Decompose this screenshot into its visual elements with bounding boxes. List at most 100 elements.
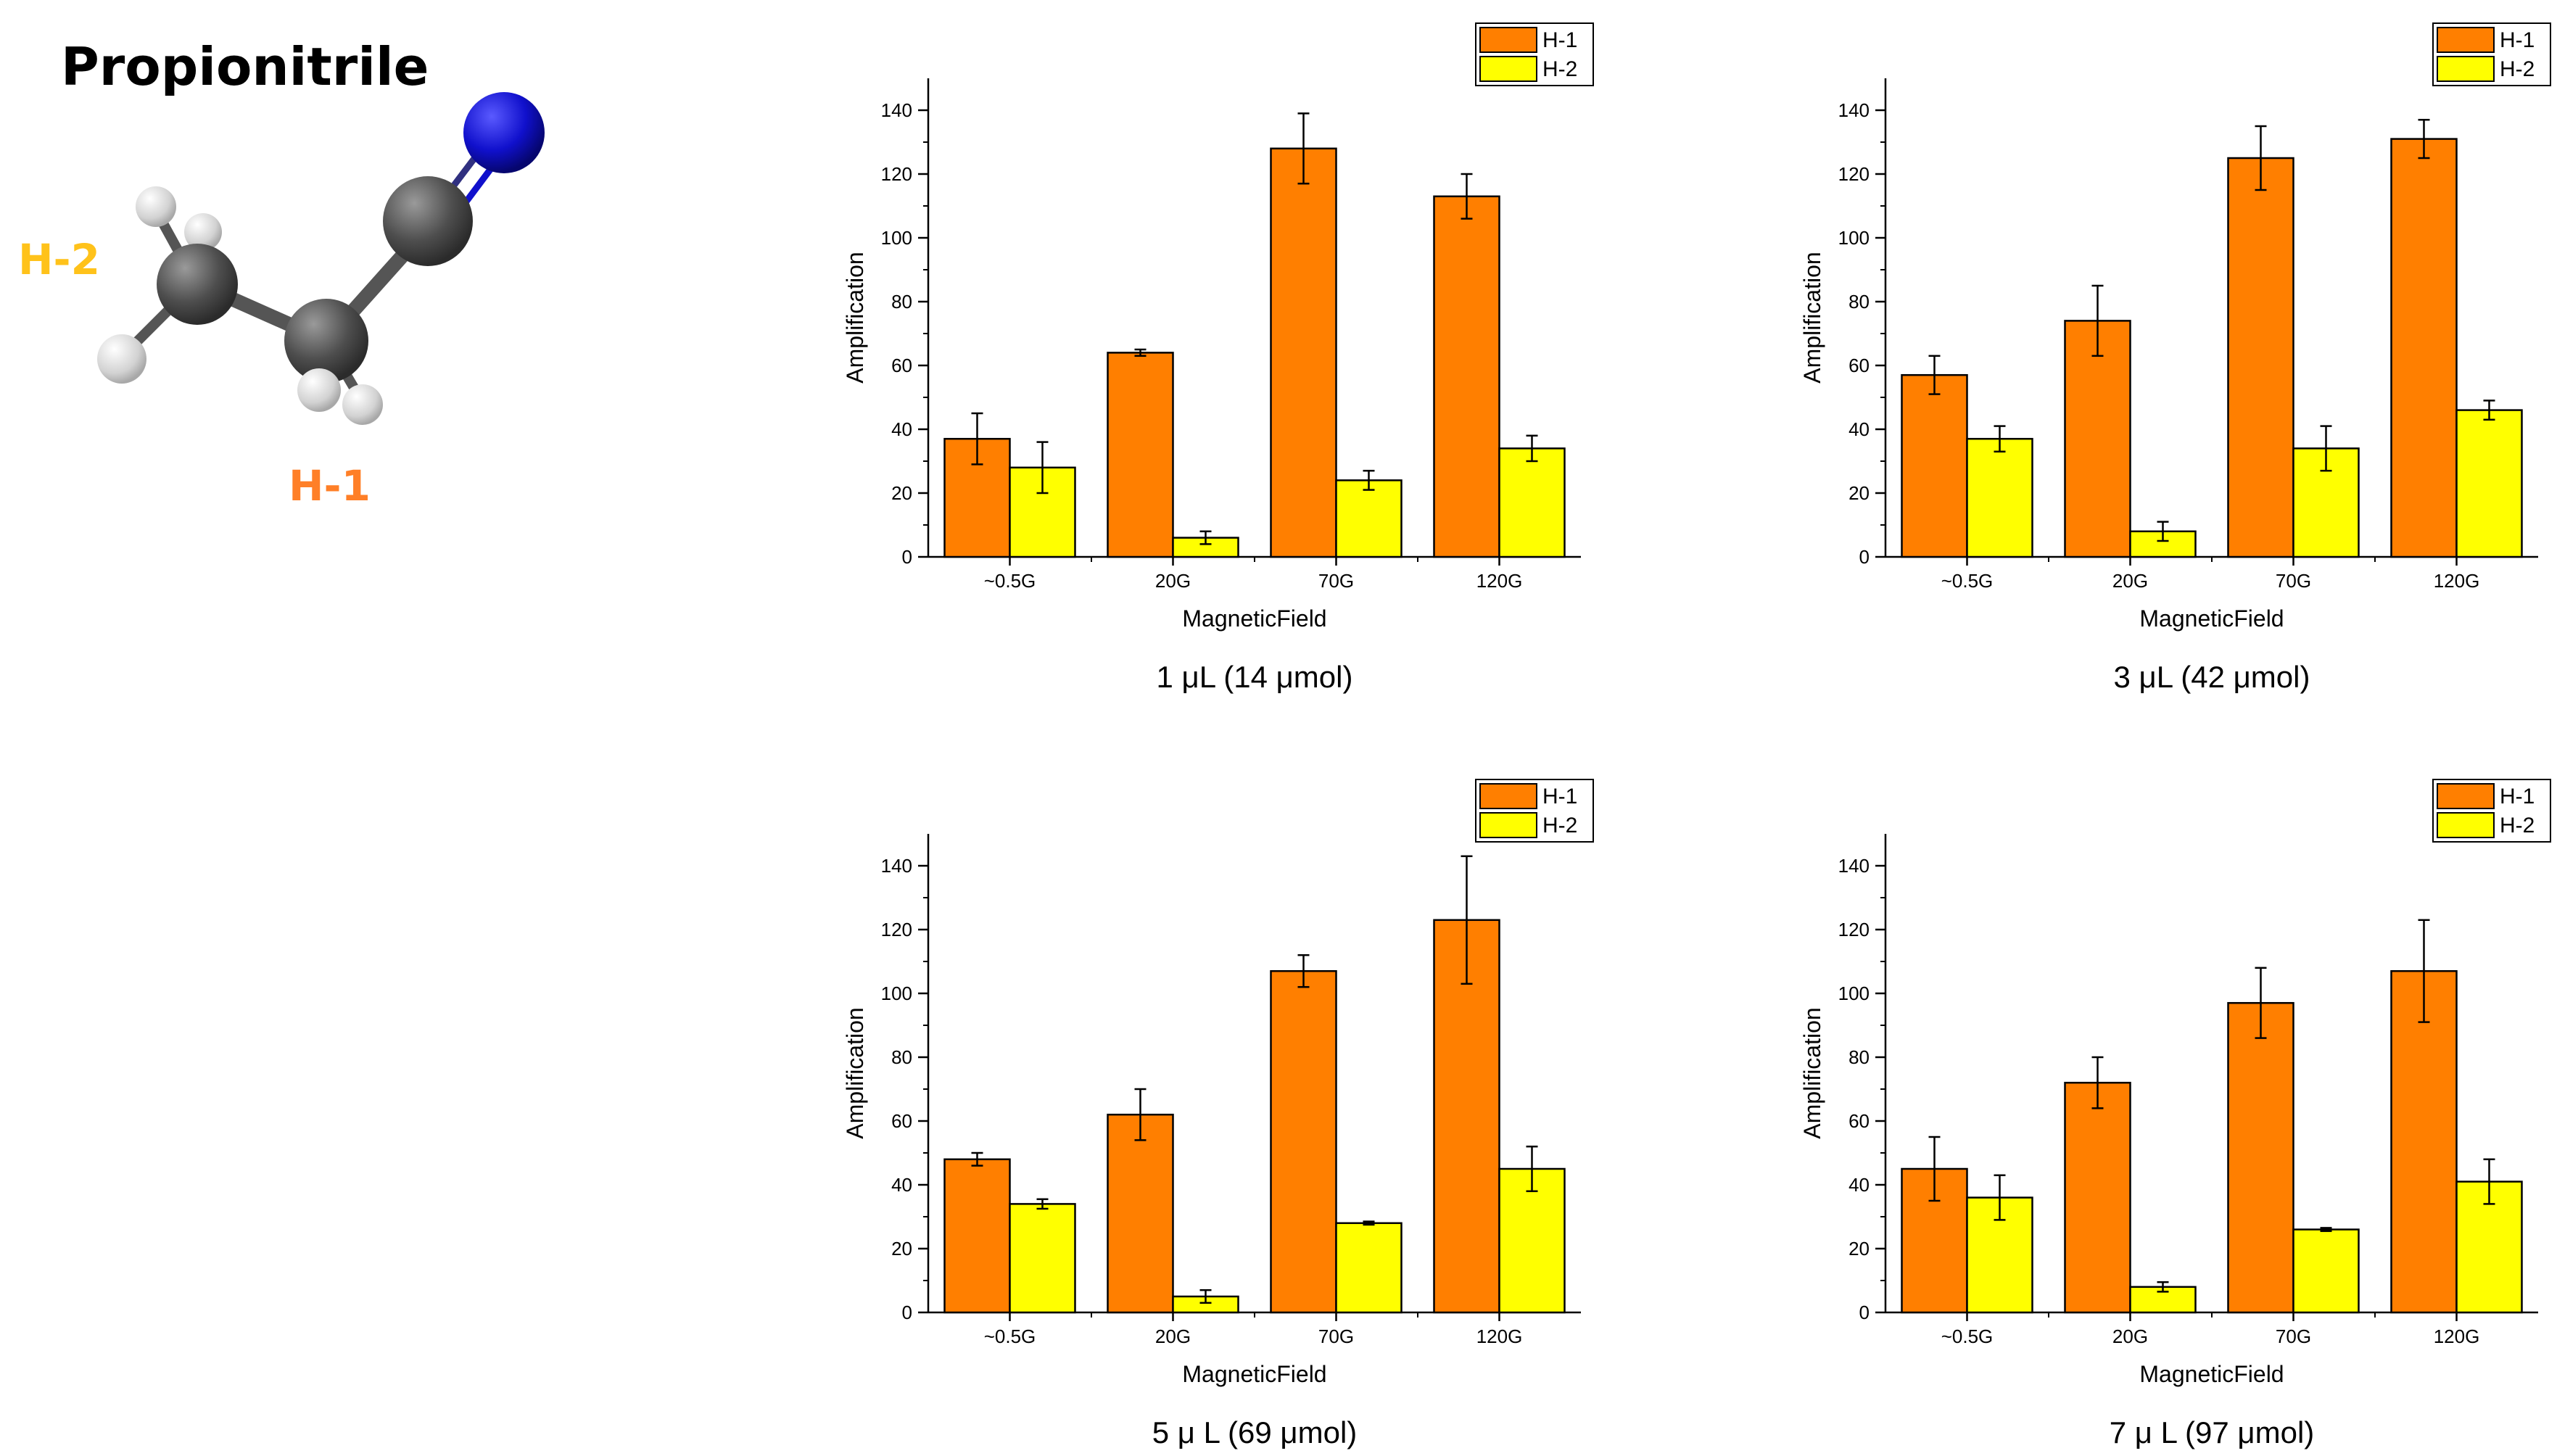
- legend: H-1H-2: [1475, 22, 1594, 86]
- y-tick-label: 40: [1848, 418, 1870, 440]
- y-tick-label: 0: [902, 546, 912, 568]
- bar-h-1-20G: [1107, 1113, 1174, 1314]
- legend-label: H-1: [1542, 785, 1577, 808]
- chart-panel-1ul: 0 20 40 60 80 100 120 140 ~0.5G 20G 70G 120G Magneti…: [842, 22, 1594, 694]
- y-tick-label: 100: [881, 983, 912, 1004]
- bar-h-1-70G: [2227, 1001, 2294, 1314]
- y-tick-label: 80: [891, 291, 912, 313]
- y-axis-label: Amplification: [1799, 1007, 1825, 1138]
- y-tick-label: 120: [1838, 163, 1870, 185]
- x-tick-label: ~0.5G: [984, 570, 1036, 592]
- y-tick-label: 20: [1848, 1238, 1870, 1259]
- y-tick-label: 120: [1838, 919, 1870, 940]
- y-tick-label: 60: [1848, 1110, 1870, 1132]
- x-tick-label: 70G: [2276, 570, 2311, 592]
- x-tick-label: 120G: [1476, 570, 1523, 592]
- y-tick-label: 100: [1838, 983, 1870, 1004]
- y-tick-label: 80: [1848, 291, 1870, 313]
- x-axis-label: MagneticField: [2139, 1361, 2284, 1387]
- legend-swatch: [2437, 56, 2495, 82]
- bar-h-1-70G: [1270, 969, 1337, 1314]
- y-tick-label: 0: [902, 1302, 912, 1323]
- bar-h-1-120G: [1433, 195, 1500, 558]
- x-tick-label: 20G: [1155, 1325, 1191, 1347]
- x-axis-label: MagneticField: [1182, 1361, 1326, 1387]
- x-tick-label: 20G: [2112, 570, 2148, 592]
- hydrogen-atom: [136, 186, 176, 227]
- bar-h-1-120G: [2390, 969, 2458, 1314]
- chart-panel-7ul: 0 20 40 60 80 100 120 140 ~0.5G 20G 70G 120G Magneti…: [1799, 779, 2551, 1449]
- bar-h-1-70G: [2227, 157, 2294, 558]
- molecule-title: Propionitrile: [61, 36, 429, 97]
- bar-h-2-05G: [1009, 1203, 1076, 1314]
- legend-swatch: [1479, 27, 1537, 53]
- legend-label: H-1: [1542, 28, 1577, 52]
- y-tick-label: 140: [881, 99, 912, 121]
- y-tick-label: 0: [1859, 546, 1870, 568]
- x-tick-label: ~0.5G: [1941, 1325, 1994, 1347]
- y-tick-label: 80: [1848, 1046, 1870, 1068]
- y-tick-label: 20: [1848, 482, 1870, 504]
- x-tick-label: 120G: [2434, 1325, 2480, 1347]
- carbon-atom: [383, 176, 473, 266]
- bar-h-1-05G: [1901, 373, 1968, 558]
- hydrogen-atom: [97, 334, 146, 384]
- y-axis-label: Amplification: [842, 1007, 868, 1138]
- x-tick-label: 20G: [1155, 570, 1191, 592]
- bar-h-2-05G: [1966, 437, 2033, 558]
- chart-caption: 5 μ L (69 μmol): [1152, 1415, 1358, 1449]
- bar-h-1-120G: [1433, 919, 1500, 1314]
- bar-h-2-120G: [2455, 409, 2523, 558]
- label-h1: H-1: [289, 461, 371, 510]
- carbon-atom: [284, 299, 368, 383]
- y-tick-label: 20: [891, 1238, 912, 1259]
- bar-h-1-20G: [2064, 320, 2131, 558]
- y-tick-label: 120: [881, 919, 912, 940]
- chart-caption: 3 μL (42 μmol): [2114, 660, 2310, 694]
- bar-h-2-120G: [1498, 447, 1566, 558]
- y-tick-label: 60: [891, 355, 912, 376]
- x-axis-label: MagneticField: [1182, 605, 1326, 632]
- chart-panel-5ul: 0 20 40 60 80 100 120 140 ~0.5G 20G 70G 120G Magneti…: [842, 779, 1594, 1449]
- legend-swatch: [2437, 783, 2495, 809]
- bar-h-1-120G: [2390, 138, 2458, 558]
- hydrogen-atom: [297, 368, 341, 412]
- bar-h-1-70G: [1270, 147, 1337, 558]
- legend-label: H-2: [1542, 814, 1577, 837]
- y-tick-label: 40: [1848, 1174, 1870, 1196]
- x-tick-label: 20G: [2112, 1325, 2148, 1347]
- bar-h-2-70G: [1335, 1222, 1403, 1314]
- x-tick-label: ~0.5G: [984, 1325, 1036, 1347]
- legend: H-1H-2: [2432, 779, 2551, 843]
- x-tick-label: 70G: [1318, 1325, 1354, 1347]
- chart-panel-3ul: 0 20 40 60 80 100 120 140 ~0.5G 20G 70G 120G Magneti…: [1799, 22, 2551, 694]
- legend: H-1H-2: [1475, 779, 1594, 843]
- y-tick-label: 80: [891, 1046, 912, 1068]
- legend-label: H-2: [2500, 57, 2535, 81]
- label-h2: H-2: [18, 235, 100, 284]
- legend-label: H-1: [2500, 28, 2535, 52]
- molecule-panel: Propionitrile: [18, 36, 545, 510]
- y-tick-label: 40: [891, 418, 912, 440]
- x-tick-label: 120G: [1476, 1325, 1523, 1347]
- hydrogen-atom: [184, 213, 222, 251]
- y-tick-label: 120: [881, 163, 912, 185]
- y-tick-label: 140: [1838, 855, 1870, 877]
- y-tick-label: 100: [1838, 227, 1870, 249]
- legend-swatch: [2437, 27, 2495, 53]
- y-tick-label: 140: [881, 855, 912, 877]
- legend-label: H-1: [2500, 785, 2535, 808]
- x-tick-label: ~0.5G: [1941, 570, 1994, 592]
- bar-h-2-70G: [1335, 479, 1403, 558]
- y-tick-label: 60: [1848, 355, 1870, 376]
- x-tick-label: 120G: [2434, 570, 2480, 592]
- y-tick-label: 20: [891, 482, 912, 504]
- legend: H-1H-2: [2432, 22, 2551, 86]
- bar-h-1-20G: [2064, 1081, 2131, 1314]
- bar-h-1-05G: [943, 1158, 1011, 1314]
- y-tick-label: 140: [1838, 99, 1870, 121]
- legend-label: H-2: [2500, 814, 2535, 837]
- legend-label: H-2: [1542, 57, 1577, 81]
- carbon-atom: [157, 244, 238, 325]
